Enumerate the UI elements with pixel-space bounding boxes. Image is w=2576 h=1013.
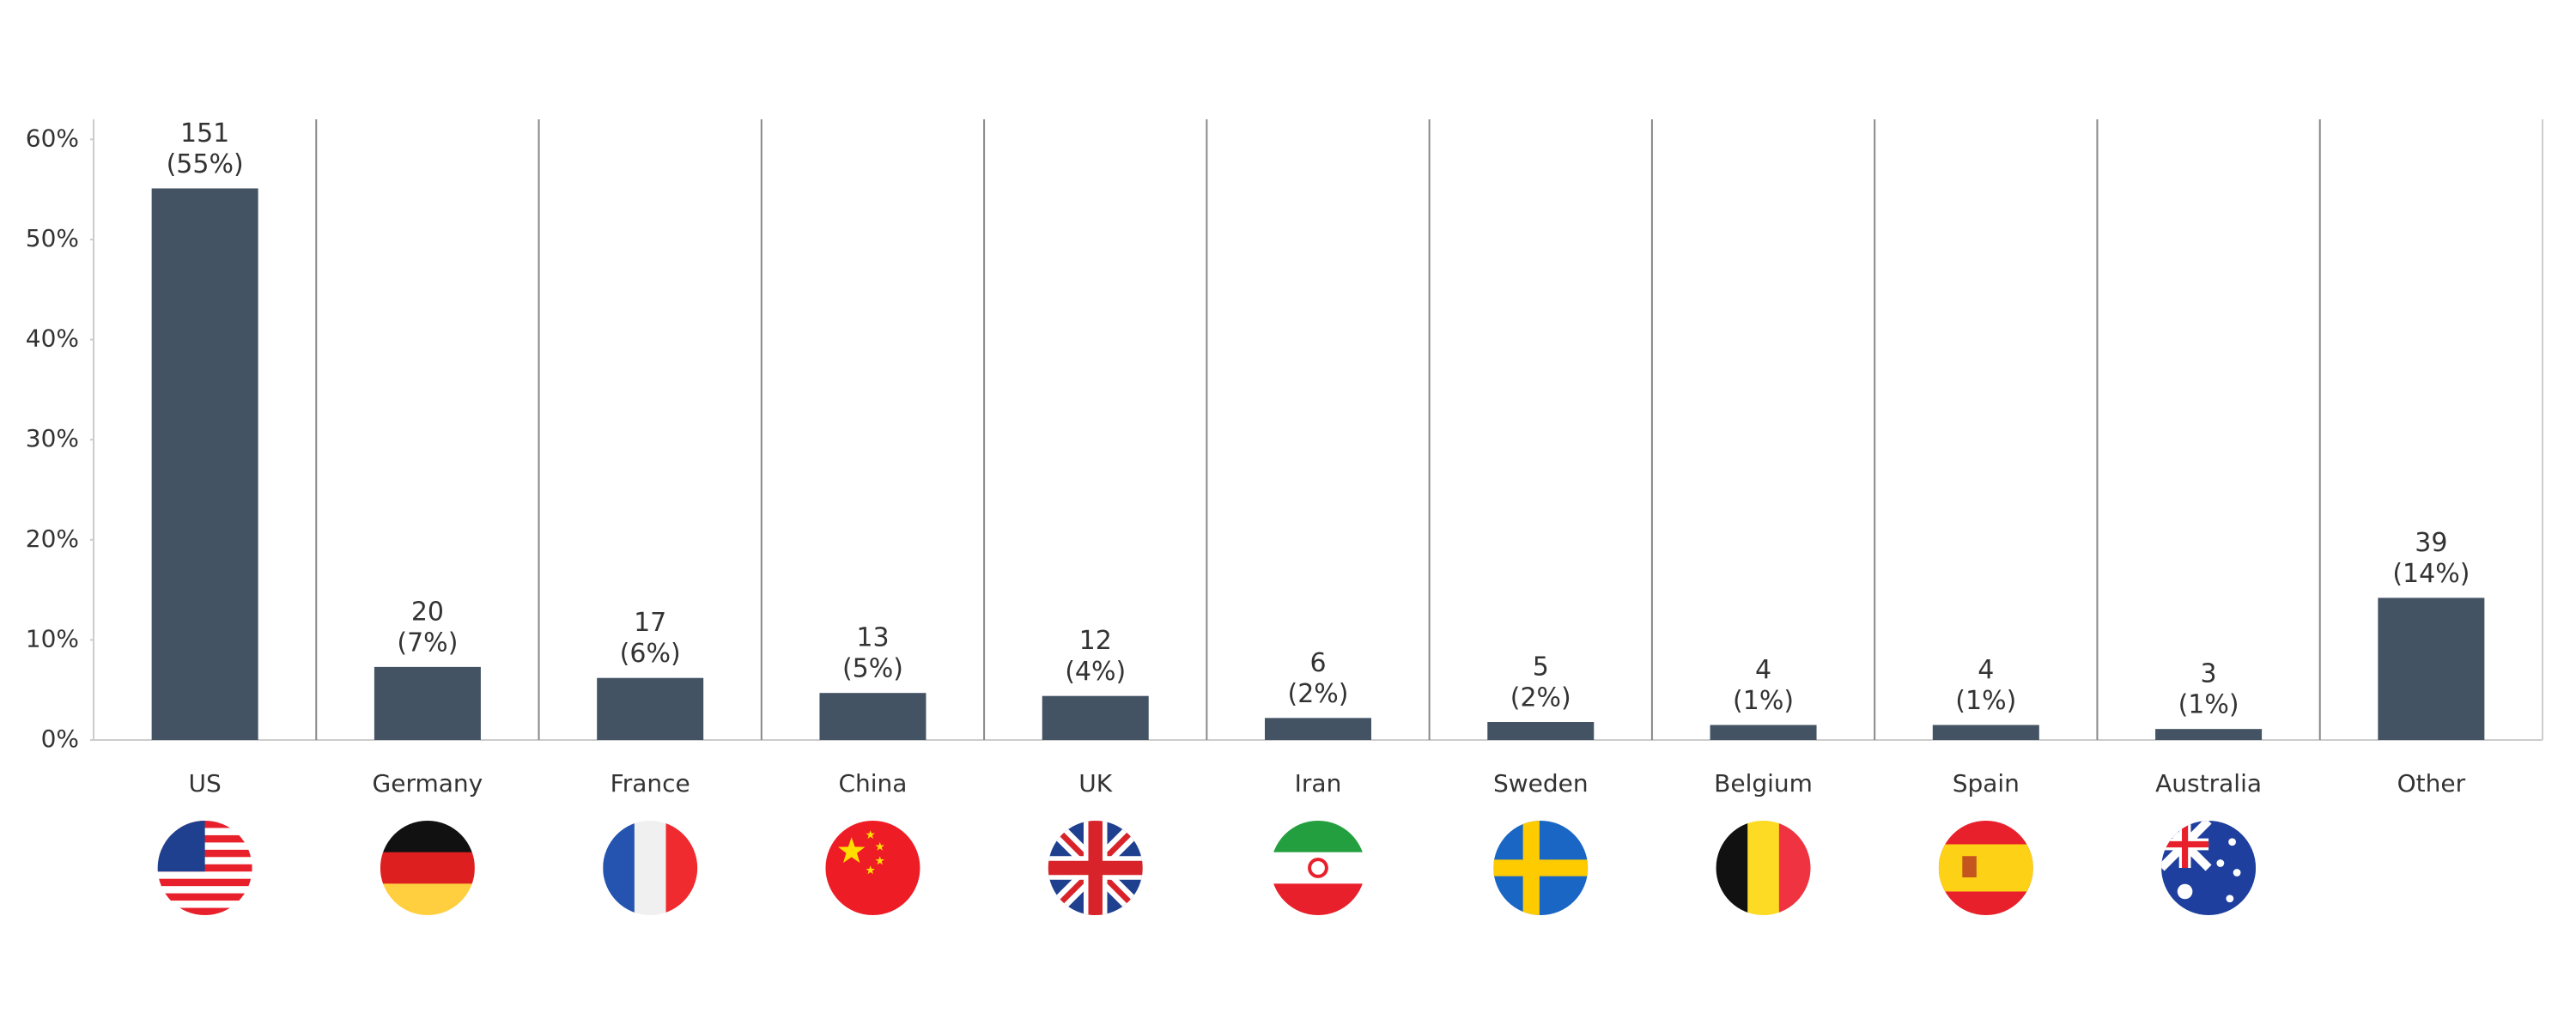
x-tick-label: Iran [1295,769,1342,798]
flag [1716,821,1811,915]
flag-part [665,821,698,915]
value-label: (2%) [1510,683,1571,713]
bar [151,188,258,741]
y-tick-label: 60% [26,124,79,152]
y-tick-label: 40% [26,325,79,353]
flag [2161,821,2257,915]
bar [1042,695,1149,740]
y-tick-label: 0% [41,725,79,753]
flag-part [1271,821,1365,853]
flag-part [2216,859,2225,867]
flag-part [838,837,866,864]
flag-part [157,901,252,909]
flag-part [1271,883,1365,915]
count-label: 4 [1978,655,1994,685]
bar [374,666,481,740]
flag-part [157,878,252,887]
flag-part [1778,821,1811,915]
value-label: (1%) [1733,686,1794,716]
count-label: 5 [1533,652,1549,682]
flag-part [2228,838,2236,846]
flag-part [157,893,252,901]
y-tick-label: 20% [26,525,79,553]
x-tick-label: France [611,769,690,798]
flag-part [1493,821,1589,915]
flag-part [157,907,252,915]
count-label: 20 [411,597,444,627]
value-label: (5%) [842,654,903,684]
flag-part [1962,856,1977,877]
flag [1048,821,1143,915]
flag-part [1271,852,1365,884]
flag-part [1308,858,1328,878]
value-label: (4%) [1065,657,1126,687]
value-label: (1%) [1955,686,2016,716]
flag [1271,821,1365,915]
flag-part [1747,821,1780,915]
x-tick-label: UK [1078,769,1112,798]
value-label: (7%) [397,628,458,658]
value-label: (1%) [2178,690,2239,720]
count-label: 17 [634,608,666,638]
flag [825,821,920,915]
flag-part [1716,821,1748,915]
flag-part [2177,883,2193,900]
y-tick-label: 10% [26,624,79,652]
value-label: (6%) [620,639,681,669]
flag-part [380,821,475,853]
flag-part [157,871,252,880]
flag-part [2233,869,2241,877]
x-tick-label: US [188,769,221,798]
flag-part [866,830,875,839]
flag-part [634,821,667,915]
bar [2378,597,2485,740]
x-tick-label: Sweden [1493,769,1589,798]
x-tick-label: Belgium [1714,769,1813,798]
bar [819,693,927,740]
y-tick-label: 50% [26,224,79,252]
bar [1487,722,1595,740]
flag-part [825,821,920,915]
bar [1710,725,1817,740]
flag-part [875,856,884,865]
flag-part [603,821,635,915]
flag [603,821,698,915]
x-tick-label: Australia [2155,769,2262,798]
value-label: (55%) [167,149,244,179]
flag-part [380,883,475,915]
flag-part [157,886,252,895]
x-tick-label: Other [2397,769,2466,798]
y-tick-label: 30% [26,424,79,452]
flag [157,821,252,915]
flag [1493,821,1589,915]
bar [597,677,704,740]
count-label: 151 [180,118,229,149]
flag-part [1938,844,2033,892]
bar [1932,725,2039,740]
count-label: 6 [1309,648,1326,678]
value-label: (14%) [2392,559,2470,589]
flag-part [866,865,875,875]
flag-part [875,841,884,851]
x-tick-label: Germany [373,769,483,798]
flag-part [2226,895,2234,903]
flag-part [2161,821,2209,868]
value-label: (2%) [1287,679,1348,709]
count-label: 13 [856,623,889,653]
count-label: 39 [2415,528,2447,558]
x-tick-label: Spain [1953,769,2020,798]
count-label: 4 [1755,655,1771,685]
flag-part [1048,821,1143,915]
count-label: 3 [2201,659,2217,689]
flag-part [157,821,205,872]
flag [380,821,475,915]
count-label: 12 [1079,626,1112,656]
flag [1938,821,2033,915]
flag-part [380,852,475,884]
bar [1265,718,1371,740]
x-tick-label: China [838,769,907,798]
bar [2155,729,2263,740]
